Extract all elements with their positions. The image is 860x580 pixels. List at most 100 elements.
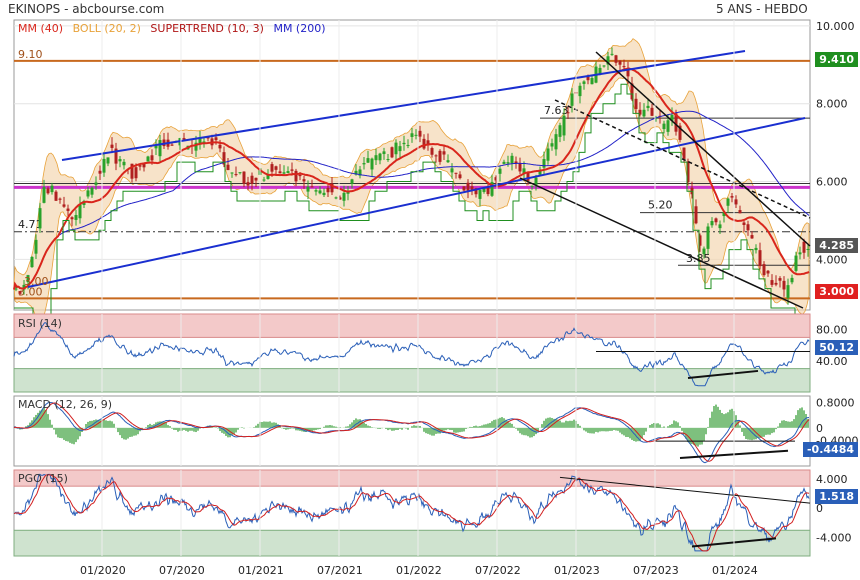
candle-body: [638, 109, 642, 115]
candle-body: [146, 156, 150, 162]
candle-body: [198, 138, 202, 144]
candle-body: [246, 182, 250, 186]
candle-body: [398, 146, 402, 152]
candle-body: [610, 53, 614, 55]
candle-body: [642, 109, 646, 117]
candle-body: [562, 115, 566, 136]
candle-body: [50, 185, 54, 193]
candle-body: [682, 147, 686, 159]
rsi-line: [13, 322, 810, 387]
candle-body: [626, 69, 630, 77]
candle-body: [582, 81, 586, 84]
candle-body: [438, 150, 442, 162]
candle-body: [170, 144, 174, 146]
candle-body: [122, 161, 126, 166]
legend-mm40: MM (40): [18, 22, 64, 35]
candle-body: [602, 65, 606, 67]
candle-body: [262, 179, 266, 181]
candle-body: [310, 186, 314, 188]
candle-body: [254, 177, 258, 181]
candle-body: [34, 239, 38, 254]
candle-body: [686, 161, 690, 183]
candle-body: [154, 145, 158, 149]
candle-body: [350, 179, 354, 184]
candle-body: [514, 161, 518, 164]
candle-body: [618, 60, 622, 65]
tag-macd: -0.4484: [802, 442, 858, 457]
candle-body: [150, 155, 154, 161]
y-tick-label: 0: [816, 422, 823, 435]
candle-body: [326, 187, 330, 193]
candle-body: [358, 169, 362, 176]
legend-boll: BOLL (20, 2): [72, 22, 141, 35]
candle-body: [702, 248, 706, 255]
dashed-trend-line: [554, 99, 811, 219]
candle-body: [598, 67, 602, 75]
candle-body: [778, 278, 782, 281]
candle-body: [270, 164, 274, 172]
panel-frame-macd: [13, 395, 811, 467]
y-tick-label: 4.000: [816, 473, 848, 486]
candle-body: [666, 120, 670, 132]
channel-lower: [27, 117, 806, 288]
candle-body: [90, 187, 94, 195]
candle-body: [614, 55, 618, 63]
candle-body: [550, 143, 554, 147]
candle-body: [98, 170, 102, 174]
candle-body: [538, 170, 542, 175]
candle-body: [426, 140, 430, 146]
candle-body: [354, 170, 358, 175]
x-tick-label: 01/2021: [238, 564, 284, 577]
candle-body: [38, 208, 42, 229]
tag-9410: 9.410: [815, 52, 858, 67]
candle-body: [586, 76, 590, 81]
candle-body: [718, 224, 722, 229]
candle-body: [338, 197, 342, 200]
candle-body: [750, 235, 754, 239]
candle-body: [330, 183, 334, 193]
candle-body: [206, 137, 210, 139]
candle-body: [754, 247, 758, 251]
candle-body: [722, 211, 726, 217]
candle-body: [430, 148, 434, 155]
candle-body: [250, 175, 254, 184]
candle-body: [762, 264, 766, 276]
candle-body: [102, 158, 106, 173]
ticker-title: EKINOPS - abcbourse.com: [8, 2, 165, 16]
candle-body: [282, 172, 286, 174]
candle-body: [158, 140, 162, 157]
candle-body: [630, 83, 634, 100]
candle-body: [278, 171, 282, 174]
candle-body: [578, 85, 582, 97]
candle-body: [222, 152, 226, 165]
candle-body: [18, 291, 22, 294]
rsi-overbought-zone: [13, 313, 811, 338]
x-tick-label: 07/2020: [159, 564, 205, 577]
x-tick-label: 01/2022: [396, 564, 442, 577]
legend-mm200: MM (200): [273, 22, 326, 35]
candle-body: [414, 134, 418, 136]
mm40-line: [13, 67, 810, 290]
tag-rsi: 50.12: [815, 340, 858, 355]
candle-body: [554, 134, 558, 150]
y-tick-label: 10.000: [816, 20, 855, 33]
pgo-signal: [13, 474, 810, 552]
candle-body: [450, 168, 454, 173]
candle-body: [390, 147, 394, 158]
y-tick-label: 0: [816, 502, 823, 515]
candle-body: [498, 168, 502, 174]
candle-body: [218, 144, 222, 149]
candle-body: [650, 107, 654, 116]
candle-body: [106, 157, 110, 164]
candle-body: [518, 162, 522, 172]
candle-body: [798, 252, 802, 255]
downtrend-line: [595, 51, 811, 247]
level-label: 4.71: [18, 218, 43, 231]
tag-last-price: 4.285: [815, 238, 858, 253]
candle-body: [526, 172, 530, 181]
y-tick-label: 80.00: [816, 324, 848, 337]
candle-body: [306, 186, 310, 192]
candle-body: [714, 218, 718, 223]
candle-body: [542, 159, 546, 168]
candle-body: [70, 217, 74, 220]
